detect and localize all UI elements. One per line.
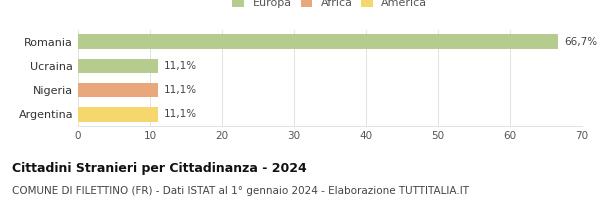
Text: 11,1%: 11,1% xyxy=(164,61,197,71)
Legend: Europa, Africa, America: Europa, Africa, America xyxy=(230,0,430,10)
Bar xyxy=(78,34,558,49)
Text: 11,1%: 11,1% xyxy=(164,85,197,95)
Text: 11,1%: 11,1% xyxy=(164,109,197,119)
Bar xyxy=(78,107,158,122)
Text: 66,7%: 66,7% xyxy=(564,37,597,47)
Bar xyxy=(78,59,158,73)
Text: COMUNE DI FILETTINO (FR) - Dati ISTAT al 1° gennaio 2024 - Elaborazione TUTTITAL: COMUNE DI FILETTINO (FR) - Dati ISTAT al… xyxy=(12,186,469,196)
Text: Cittadini Stranieri per Cittadinanza - 2024: Cittadini Stranieri per Cittadinanza - 2… xyxy=(12,162,307,175)
Bar xyxy=(78,83,158,97)
